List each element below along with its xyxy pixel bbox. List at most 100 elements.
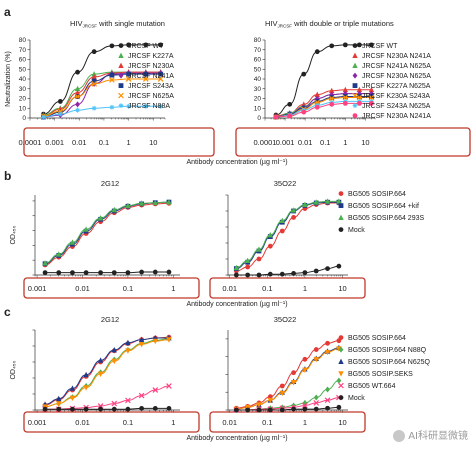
- data-point: [329, 101, 335, 107]
- y-tick-label: 60: [19, 57, 27, 64]
- legend-label: BG505 SOSIP.664: [348, 191, 406, 198]
- data-point: [313, 356, 319, 363]
- data-point: [91, 71, 97, 77]
- legend-label: BG505 SOSIP.664 +kif: [348, 203, 419, 210]
- data-point: [125, 397, 131, 404]
- data-point: [142, 76, 149, 82]
- data-point: [313, 394, 319, 401]
- data-point: [267, 243, 273, 249]
- legend-marker: [118, 103, 124, 108]
- data-point: [273, 114, 279, 120]
- red-highlight-box: [23, 277, 200, 299]
- data-point: [91, 78, 97, 84]
- data-point: [342, 100, 348, 106]
- y-tick-label: 80: [19, 37, 27, 44]
- data-point: [356, 42, 362, 48]
- data-point: [279, 390, 285, 397]
- panel-letter: c: [4, 305, 11, 319]
- data-point: [152, 338, 158, 345]
- data-point: [267, 397, 273, 404]
- data-point: [301, 109, 307, 115]
- legend-label: JRCSF S243A: [128, 83, 174, 90]
- data-point: [313, 400, 320, 406]
- legend-label: JRCSF K227A N625A: [362, 83, 431, 90]
- y-tick-label: 20: [19, 96, 27, 103]
- data-point: [256, 402, 262, 408]
- data-point: [291, 215, 296, 220]
- red-highlight-box: [209, 277, 366, 299]
- data-point: [328, 95, 335, 102]
- data-point: [56, 395, 62, 402]
- data-point: [111, 358, 117, 365]
- legend-marker: [352, 83, 358, 88]
- legend-marker: [118, 62, 124, 68]
- data-point: [109, 104, 115, 110]
- data-point: [279, 271, 285, 277]
- data-point: [245, 407, 251, 413]
- data-point: [336, 404, 342, 410]
- data-point: [245, 264, 251, 270]
- data-point: [138, 392, 145, 399]
- x-axis-label: Antibody concentration (µg ml⁻¹): [186, 301, 287, 308]
- title-prefix: HIV: [265, 19, 278, 28]
- legend-label: BG505 SOSIP.664: [348, 335, 406, 342]
- watermark: AI科研显微镜: [393, 427, 468, 442]
- x-tick-label: 0.01: [222, 284, 237, 293]
- data-point: [267, 407, 273, 413]
- data-point: [91, 81, 97, 87]
- legend-label: JRCSF N625A: [128, 93, 174, 100]
- data-point: [111, 206, 117, 213]
- y-tick-label: 70: [254, 47, 262, 54]
- data-point: [313, 406, 319, 412]
- data-point: [233, 272, 239, 278]
- red-highlight-box: [23, 127, 215, 157]
- data-point: [143, 71, 149, 77]
- data-point: [369, 94, 374, 99]
- y-tick-label: 40: [254, 76, 262, 83]
- data-point: [111, 400, 118, 407]
- data-point: [75, 101, 80, 108]
- data-point: [356, 100, 362, 106]
- data-point: [97, 357, 104, 363]
- data-point: [74, 93, 81, 100]
- x-tick-label: 0.001: [28, 284, 47, 293]
- x-tick-label: 1: [127, 138, 131, 147]
- data-point: [356, 94, 362, 99]
- data-point: [152, 406, 158, 411]
- data-point: [336, 377, 342, 384]
- data-point: [109, 72, 115, 78]
- data-point: [325, 405, 330, 411]
- data-point: [356, 86, 363, 93]
- data-point: [324, 397, 331, 404]
- y-tick-label: 60: [254, 57, 262, 64]
- data-point: [233, 407, 239, 413]
- x-tick-label: 0.001: [45, 138, 64, 147]
- legend-label: BG505 SOSIP.SEKS: [348, 371, 413, 378]
- data-point: [324, 198, 331, 204]
- legend-marker: [118, 43, 124, 48]
- data-point: [74, 89, 81, 96]
- data-point: [152, 269, 158, 275]
- data-point: [69, 385, 76, 391]
- data-point: [245, 272, 251, 278]
- legend-label: JRCSF N230A N625A: [362, 73, 431, 80]
- legend-marker: [338, 371, 344, 377]
- x-axis-label: Antibody concentration (µg ml⁻¹): [186, 435, 287, 442]
- series-line: [236, 406, 339, 411]
- data-point: [233, 264, 240, 271]
- data-point: [91, 105, 97, 111]
- wechat-icon: [393, 430, 406, 442]
- data-point: [152, 387, 159, 393]
- series-line: [236, 201, 339, 270]
- data-point: [279, 383, 285, 389]
- x-tick-label: 0.1: [262, 284, 272, 293]
- data-point: [267, 232, 273, 238]
- data-point: [138, 342, 145, 348]
- data-point: [83, 385, 89, 391]
- data-point: [70, 406, 75, 412]
- x-tick-label: 0.001: [28, 418, 47, 427]
- legend-label: JRCSF N241A N625A: [362, 63, 431, 70]
- legend-marker: [118, 52, 124, 58]
- data-point: [126, 42, 131, 48]
- x-tick-label: 0.01: [72, 138, 87, 147]
